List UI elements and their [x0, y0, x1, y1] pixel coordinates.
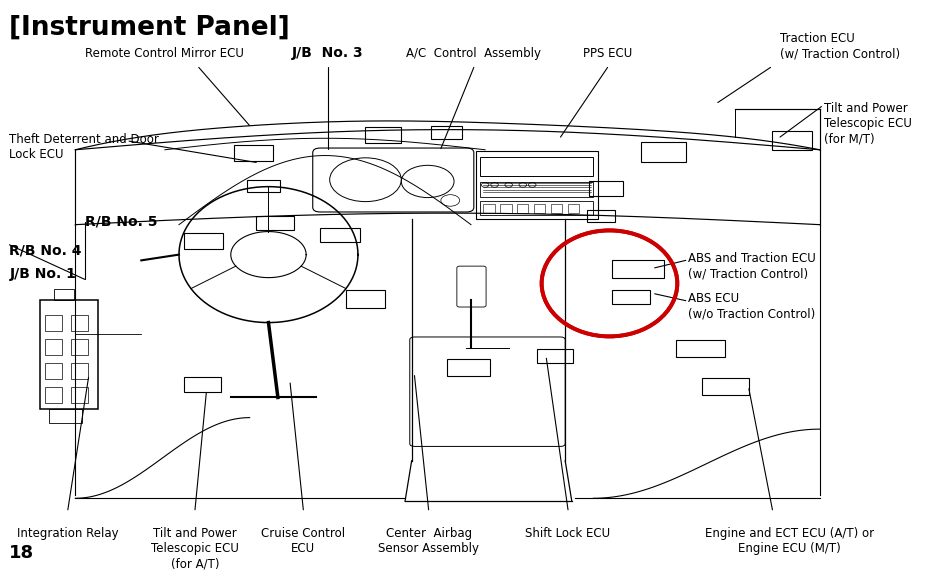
- Bar: [71, 363, 88, 379]
- Text: Center  Airbag
Sensor Assembly: Center Airbag Sensor Assembly: [378, 527, 479, 555]
- Bar: [772, 131, 812, 150]
- Bar: [184, 377, 221, 392]
- Bar: [476, 151, 598, 219]
- Bar: [320, 228, 360, 242]
- Text: PPS ECU: PPS ECU: [583, 48, 632, 60]
- Bar: [45, 339, 62, 355]
- Text: Engine and ECT ECU (A/T) or
Engine ECU (M/T): Engine and ECT ECU (A/T) or Engine ECU (…: [705, 527, 874, 555]
- Bar: [346, 290, 385, 307]
- Bar: [551, 204, 562, 213]
- Text: J/B No. 1: J/B No. 1: [9, 267, 76, 281]
- Text: A/C  Control  Assembly: A/C Control Assembly: [406, 48, 542, 60]
- Bar: [568, 204, 579, 213]
- Bar: [184, 233, 223, 249]
- Bar: [702, 378, 749, 394]
- Text: J/B  No. 3: J/B No. 3: [292, 46, 364, 60]
- Text: R/B No. 5: R/B No. 5: [85, 215, 157, 229]
- Bar: [537, 349, 573, 363]
- Text: Tilt and Power
Telescopic ECU
(for A/T): Tilt and Power Telescopic ECU (for A/T): [151, 527, 239, 570]
- Bar: [480, 157, 593, 175]
- Bar: [54, 289, 74, 300]
- Bar: [45, 387, 62, 403]
- Bar: [256, 216, 294, 231]
- Bar: [500, 204, 512, 213]
- Bar: [40, 300, 98, 409]
- Text: Remote Control Mirror ECU: Remote Control Mirror ECU: [86, 48, 244, 60]
- Bar: [447, 360, 490, 375]
- Bar: [534, 204, 545, 213]
- Text: Theft Deterrent and Door
Lock ECU: Theft Deterrent and Door Lock ECU: [9, 133, 159, 161]
- Text: [Instrument Panel]: [Instrument Panel]: [9, 15, 290, 41]
- Bar: [45, 314, 62, 331]
- Text: 18: 18: [9, 544, 35, 562]
- Bar: [71, 339, 88, 355]
- Text: Integration Relay: Integration Relay: [17, 527, 119, 540]
- Bar: [641, 142, 686, 163]
- Bar: [49, 409, 82, 424]
- Bar: [612, 290, 650, 304]
- Bar: [589, 181, 623, 196]
- Text: Traction ECU
(w/ Traction Control): Traction ECU (w/ Traction Control): [780, 33, 901, 60]
- Bar: [480, 201, 593, 216]
- Bar: [483, 204, 495, 213]
- Text: Cruise Control
ECU: Cruise Control ECU: [261, 527, 346, 555]
- Bar: [234, 145, 273, 162]
- Bar: [612, 260, 664, 278]
- Bar: [480, 182, 593, 197]
- Bar: [45, 363, 62, 379]
- Text: R/B No. 4: R/B No. 4: [9, 243, 82, 257]
- Text: ABS and Traction ECU
(w/ Traction Control): ABS and Traction ECU (w/ Traction Contro…: [688, 252, 816, 280]
- Text: ABS ECU
(w/o Traction Control): ABS ECU (w/o Traction Control): [688, 292, 815, 321]
- Text: Tilt and Power
Telescopic ECU
(for M/T): Tilt and Power Telescopic ECU (for M/T): [824, 102, 912, 145]
- Bar: [431, 125, 462, 139]
- Bar: [247, 180, 280, 192]
- Bar: [365, 127, 401, 143]
- Bar: [587, 210, 615, 223]
- Bar: [676, 340, 725, 357]
- Bar: [71, 314, 88, 331]
- Bar: [517, 204, 528, 213]
- Bar: [71, 387, 88, 403]
- Text: Shift Lock ECU: Shift Lock ECU: [526, 527, 610, 540]
